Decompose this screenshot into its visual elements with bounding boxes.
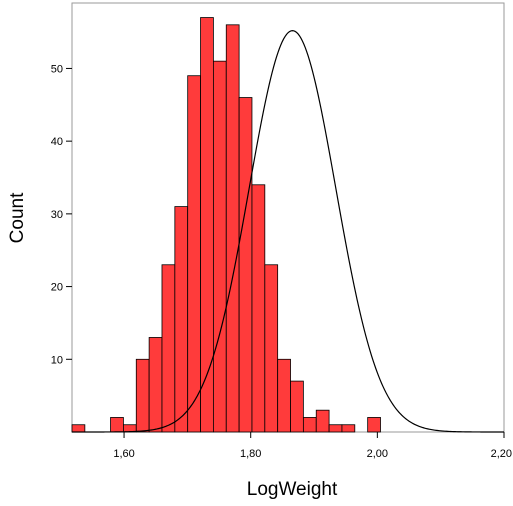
y-tick-label: 10 <box>51 354 63 366</box>
histogram-bar <box>225 24 240 433</box>
histogram-bar <box>315 409 330 433</box>
histogram-bar <box>328 424 343 433</box>
y-tick-label: 50 <box>51 63 63 75</box>
x-tick-label: 2,20 <box>491 448 512 460</box>
y-axis-title: Count <box>7 192 28 243</box>
y-axis-ticks: 10 20 30 40 50 <box>51 63 72 366</box>
normal-curve <box>72 30 504 433</box>
histogram-bar <box>135 358 150 433</box>
y-tick-label: 20 <box>51 282 63 294</box>
histogram-bar <box>161 264 176 433</box>
y-tick-label: 40 <box>51 136 63 148</box>
histogram-bar <box>174 206 189 433</box>
histogram-bar <box>302 417 317 433</box>
histogram-bar <box>264 264 279 433</box>
histogram-bar <box>212 60 227 433</box>
histogram-bar <box>110 417 124 433</box>
histogram-bars <box>71 17 381 433</box>
x-axis-ticks: 1,60 1,80 2,00 2,20 <box>113 432 512 460</box>
x-tick-label: 1,60 <box>113 448 134 460</box>
histogram-bar <box>367 417 381 433</box>
histogram-bar <box>148 337 163 433</box>
histogram-bar <box>71 424 86 433</box>
x-axis-title: LogWeight <box>247 479 338 500</box>
x-tick-label: 1,80 <box>240 448 261 460</box>
histogram-bar <box>187 75 201 433</box>
x-tick-label: 2,00 <box>367 448 388 460</box>
histogram-bar <box>251 184 266 433</box>
histogram-bar <box>200 17 214 433</box>
histogram-bar <box>341 424 356 433</box>
histogram-bar <box>238 97 253 433</box>
histogram-bar <box>277 358 291 433</box>
histogram-bar <box>290 380 304 433</box>
y-tick-label: 30 <box>51 209 63 221</box>
